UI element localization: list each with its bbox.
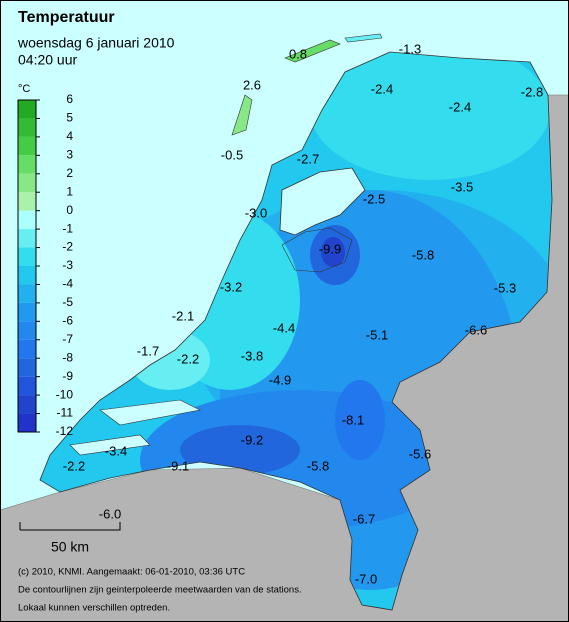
scale-bar — [19, 522, 121, 531]
island — [344, 33, 383, 43]
stations: 0.8 -1.3 2.6 -2.4 -2.4 -2.8 -0.5 -2.7 -3.5 -2.5 -3… — [63, 41, 543, 586]
legend-band — [18, 266, 36, 285]
station-value: -3.8 — [241, 348, 263, 363]
station-value: -2.5 — [363, 191, 385, 206]
legend-band — [18, 173, 36, 193]
legend-tick-label: -4 — [62, 277, 73, 291]
station-value: -3.4 — [105, 443, 127, 458]
station-value: -6.0 — [99, 506, 121, 521]
markermeer — [281, 227, 353, 273]
legend-band — [18, 376, 36, 396]
legend-frame — [17, 99, 37, 433]
legend-tick-label: 6 — [66, 92, 73, 106]
station-value: -5.8 — [412, 247, 434, 262]
legend-tick-label: -11 — [57, 406, 74, 420]
legend-band — [18, 339, 36, 359]
legend-tick-label: -7 — [62, 332, 73, 346]
legend-tick-label: 1 — [66, 184, 73, 198]
station-value: -3.0 — [245, 205, 267, 220]
field-band — [310, 52, 550, 180]
station-value: -6.7 — [353, 511, 375, 526]
station-value: -2.1 — [172, 308, 194, 323]
legend-tick-label: -9 — [62, 369, 73, 383]
legend-band — [18, 118, 36, 137]
station-value: -8.1 — [342, 412, 364, 427]
station-value: -3.5 — [451, 179, 473, 194]
island — [231, 94, 253, 136]
legend-tick-label: -6 — [62, 314, 73, 328]
footer-line: De contourlijnen zijn geinterpoleerde me… — [18, 585, 302, 596]
station-value: 0.8 — [289, 46, 307, 61]
station-value: -5.1 — [366, 327, 388, 342]
legend-band — [18, 192, 36, 211]
field-band — [335, 380, 385, 460]
legend-band — [18, 247, 36, 266]
legend: 6 5 4 3 2 1 0 -1 -2 -3 -4 -5 -6 -7 -8 -9 -10 -11 -12 — [17, 92, 74, 438]
footer-line: Lokaal kunnen verschillen optreden. — [18, 603, 170, 614]
legend-band — [18, 100, 36, 119]
legend-band — [18, 229, 36, 248]
legend-band — [18, 136, 36, 156]
station-value: -5.8 — [307, 458, 329, 473]
legend-tick-label: -3 — [62, 258, 73, 272]
legend-tick-label: -10 — [56, 387, 74, 401]
legend-tick-label: 0 — [66, 203, 73, 217]
station-value: -4.9 — [269, 372, 291, 387]
legend-band — [18, 284, 36, 303]
zeeland-water — [69, 399, 201, 456]
station-value: -9.1 — [167, 458, 189, 473]
station-value: -2.4 — [449, 99, 471, 114]
scale-bar-label: 50 km — [51, 539, 89, 555]
legend-band — [18, 358, 36, 377]
station-value: -2.7 — [297, 151, 319, 166]
station-value: -5.6 — [409, 446, 431, 461]
time: 04:20 uur — [18, 52, 77, 68]
legend-band — [18, 302, 36, 322]
legend-band — [18, 155, 36, 174]
legend-band — [18, 210, 36, 230]
station-value: -4.4 — [273, 320, 295, 335]
field-band — [321, 237, 345, 267]
legend-tick-label: 3 — [66, 148, 73, 162]
legend-tick-label: -1 — [62, 221, 73, 235]
station-value: -5.3 — [494, 280, 516, 295]
station-value: -2.8 — [521, 84, 543, 99]
station-value: -1.7 — [137, 343, 159, 358]
island — [284, 39, 341, 63]
title: Temperatuur — [18, 9, 115, 26]
legend-tick-label: -8 — [62, 350, 73, 364]
station-value: 2.6 — [243, 77, 261, 92]
date: woensdag 6 januari 2010 — [17, 35, 175, 51]
footer-line: (c) 2010, KNMI. Aangemaakt: 06-01-2010, … — [18, 567, 245, 578]
legend-tick-label: 5 — [66, 111, 73, 125]
station-value: -2.2 — [177, 351, 199, 366]
legend-tick-label: -12 — [56, 424, 74, 438]
legend-unit: °C — [18, 83, 30, 95]
legend-tick-label: -5 — [62, 295, 73, 309]
field-band — [180, 425, 300, 475]
legend-tick-label: 4 — [66, 129, 73, 143]
station-value: -9.2 — [241, 432, 263, 447]
station-value: -2.4 — [371, 81, 393, 96]
legend-band — [18, 321, 36, 340]
ijsselmeer — [279, 167, 366, 236]
legend-tick-label: -2 — [62, 240, 73, 254]
station-value: -3.2 — [220, 279, 242, 294]
station-value: -7.0 — [355, 571, 377, 586]
station-value: -9.9 — [319, 241, 341, 256]
legend-band — [18, 413, 36, 432]
station-value: -2.2 — [63, 458, 85, 473]
legend-band — [18, 395, 36, 414]
station-value: -0.5 — [221, 147, 243, 162]
legend-tick-label: 2 — [66, 166, 73, 180]
station-value: -1.3 — [399, 41, 421, 56]
station-value: -6.6 — [465, 322, 487, 337]
